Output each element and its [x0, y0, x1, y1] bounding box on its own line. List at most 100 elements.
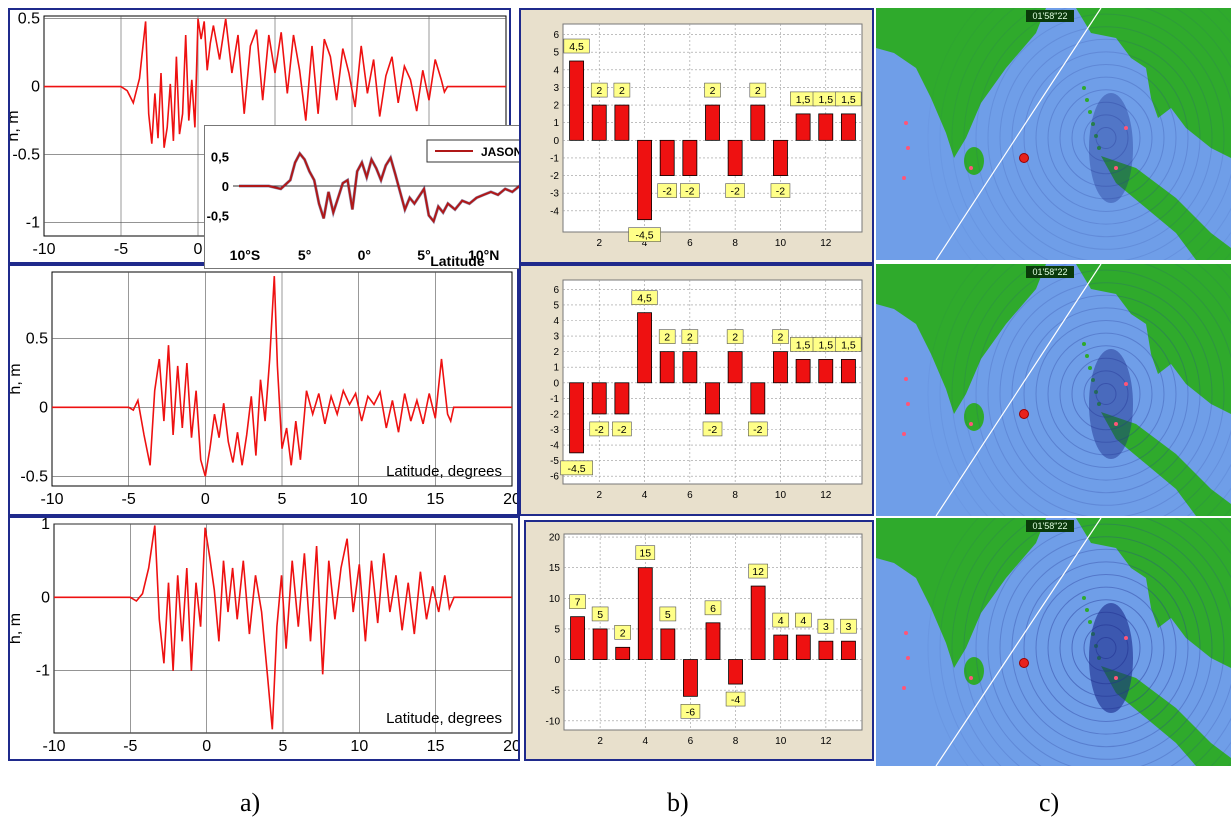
wave-ring — [1023, 307, 1189, 481]
satellite-track — [935, 263, 1102, 517]
inset-x-axis-label: Latitude — [430, 253, 485, 268]
bar-value-label: 1,5 — [841, 339, 856, 351]
y-tick-label: 0 — [553, 378, 559, 389]
y-tick-label: 6 — [553, 285, 559, 296]
y-tick-label: 3 — [553, 332, 559, 343]
wave-ring — [999, 536, 1213, 760]
tsunami-map-1: 01'58"22 — [876, 0, 1231, 313]
india-landmass — [876, 518, 1046, 668]
southeast-asia-landmass — [1076, 264, 1231, 414]
wave-ring — [1023, 51, 1189, 225]
bar-value-label: -2 — [685, 186, 694, 198]
line-chart-a2: -10 -5 0 5 10 15 20 -0.5 0 0.5 h, m Latitude, degre… — [7, 271, 521, 508]
bar-value-label: 1,5 — [841, 94, 856, 106]
wave-front — [1089, 603, 1133, 713]
x-tick-label: 0 — [202, 738, 211, 755]
india-landmass — [876, 8, 1046, 158]
bar-value-label-box — [635, 545, 656, 560]
andaman-island — [1085, 98, 1089, 102]
wave-ring — [1047, 332, 1165, 456]
bar-value-label-box — [835, 91, 862, 107]
bar-value-label: -2 — [708, 424, 717, 436]
bar-value-label-box — [702, 421, 723, 437]
time-readout-bg — [1026, 10, 1074, 22]
bar-value-label: 1,5 — [818, 339, 833, 351]
map-image-1: 01'58"22 — [876, 0, 1231, 313]
andaman-island — [1091, 378, 1095, 382]
x-tick-label: 10 — [350, 491, 368, 508]
x-tick-label: 10 — [775, 736, 787, 747]
bar-value-label-box — [591, 606, 609, 622]
bar-value-label-box — [560, 460, 593, 476]
bar — [705, 622, 721, 660]
andaman-island — [1085, 354, 1089, 358]
y-tick-label: -1 — [550, 394, 559, 405]
bar-value-label: 4 — [778, 615, 784, 627]
caption-a: a) — [240, 788, 261, 817]
y-tick-label: -4 — [550, 206, 559, 217]
bar — [637, 139, 652, 221]
time-readout-bg — [1026, 266, 1074, 278]
y-tick-label: 1 — [41, 518, 50, 533]
y-tick-label: -0.5 — [20, 468, 48, 485]
bar-value-label: 2 — [619, 85, 625, 97]
chart-panel-b1: -4 -3 -2 -1 0 1 2 3 4 5 6 2 4 6 8 10 12 4,5 2 2 -4,5 -2 -2 2 -2 2… — [519, 8, 874, 264]
y-tick-label: 2 — [553, 101, 559, 112]
y-tick-label: 5 — [553, 300, 559, 311]
bar-value-label-box — [659, 606, 677, 622]
y-tick-label: 5 — [554, 624, 560, 635]
bar — [728, 659, 743, 685]
tide-gauge-dot — [906, 146, 910, 150]
tide-gauge-dot — [906, 402, 910, 406]
x-tick-label: 20 — [503, 738, 518, 755]
wave-ring — [1059, 345, 1153, 443]
x-tick-label: 12 — [820, 238, 832, 249]
bar — [795, 359, 811, 384]
bar-value-label-box — [657, 183, 677, 198]
x-tick-label: 4 — [642, 238, 648, 249]
tide-gauge-dot — [902, 686, 906, 690]
x-tick-label: 6 — [687, 238, 693, 249]
bar-value-label: 2 — [620, 627, 626, 639]
wave-front — [1089, 93, 1133, 203]
wave-ring — [1047, 76, 1165, 200]
bar — [840, 359, 856, 384]
wave-ring — [1035, 320, 1177, 468]
bar-value-label-box — [749, 82, 767, 98]
x-tick-label: 4 — [642, 736, 648, 747]
tide-gauge-dot — [969, 676, 973, 680]
bar — [570, 616, 585, 660]
bar-value-label: -4,5 — [568, 463, 586, 475]
bar-value-label-box — [614, 625, 631, 640]
bar — [682, 139, 698, 176]
x-tick-label: 10 — [350, 738, 368, 755]
data-series-line — [44, 18, 506, 148]
wave-ring — [1011, 548, 1201, 748]
bar-value-label: 15 — [639, 548, 651, 560]
bar-value-label: -6 — [686, 706, 695, 718]
bar-value-label-box — [704, 82, 721, 98]
tide-gauge-dot — [969, 166, 973, 170]
bar — [818, 640, 834, 660]
tide-gauge-dot — [969, 422, 973, 426]
data-series-line — [54, 525, 512, 730]
y-tick-label: 1 — [553, 118, 559, 129]
x-tick-label: 12 — [820, 736, 832, 747]
bar-value-label-box — [725, 183, 745, 198]
x-axis-label: Latitude, degrees — [386, 710, 502, 727]
bar-value-label: -2 — [617, 424, 626, 436]
inset-y-tick-label: 0,5 — [211, 150, 229, 165]
bar-value-label: 4,5 — [569, 41, 584, 53]
y-tick-label: -10 — [546, 716, 561, 727]
y-tick-label: -5 — [550, 456, 559, 467]
bar — [773, 634, 789, 660]
bar — [773, 139, 788, 176]
bar-value-label-box — [726, 329, 744, 344]
wave-ring — [1023, 561, 1189, 735]
bar-value-label: 2 — [732, 332, 738, 344]
bar-value-label: 3 — [823, 621, 829, 633]
inset-x-tick-label: 5° — [298, 247, 311, 263]
y-tick-label: 10 — [549, 594, 561, 605]
bar-value-label-box — [772, 612, 790, 628]
